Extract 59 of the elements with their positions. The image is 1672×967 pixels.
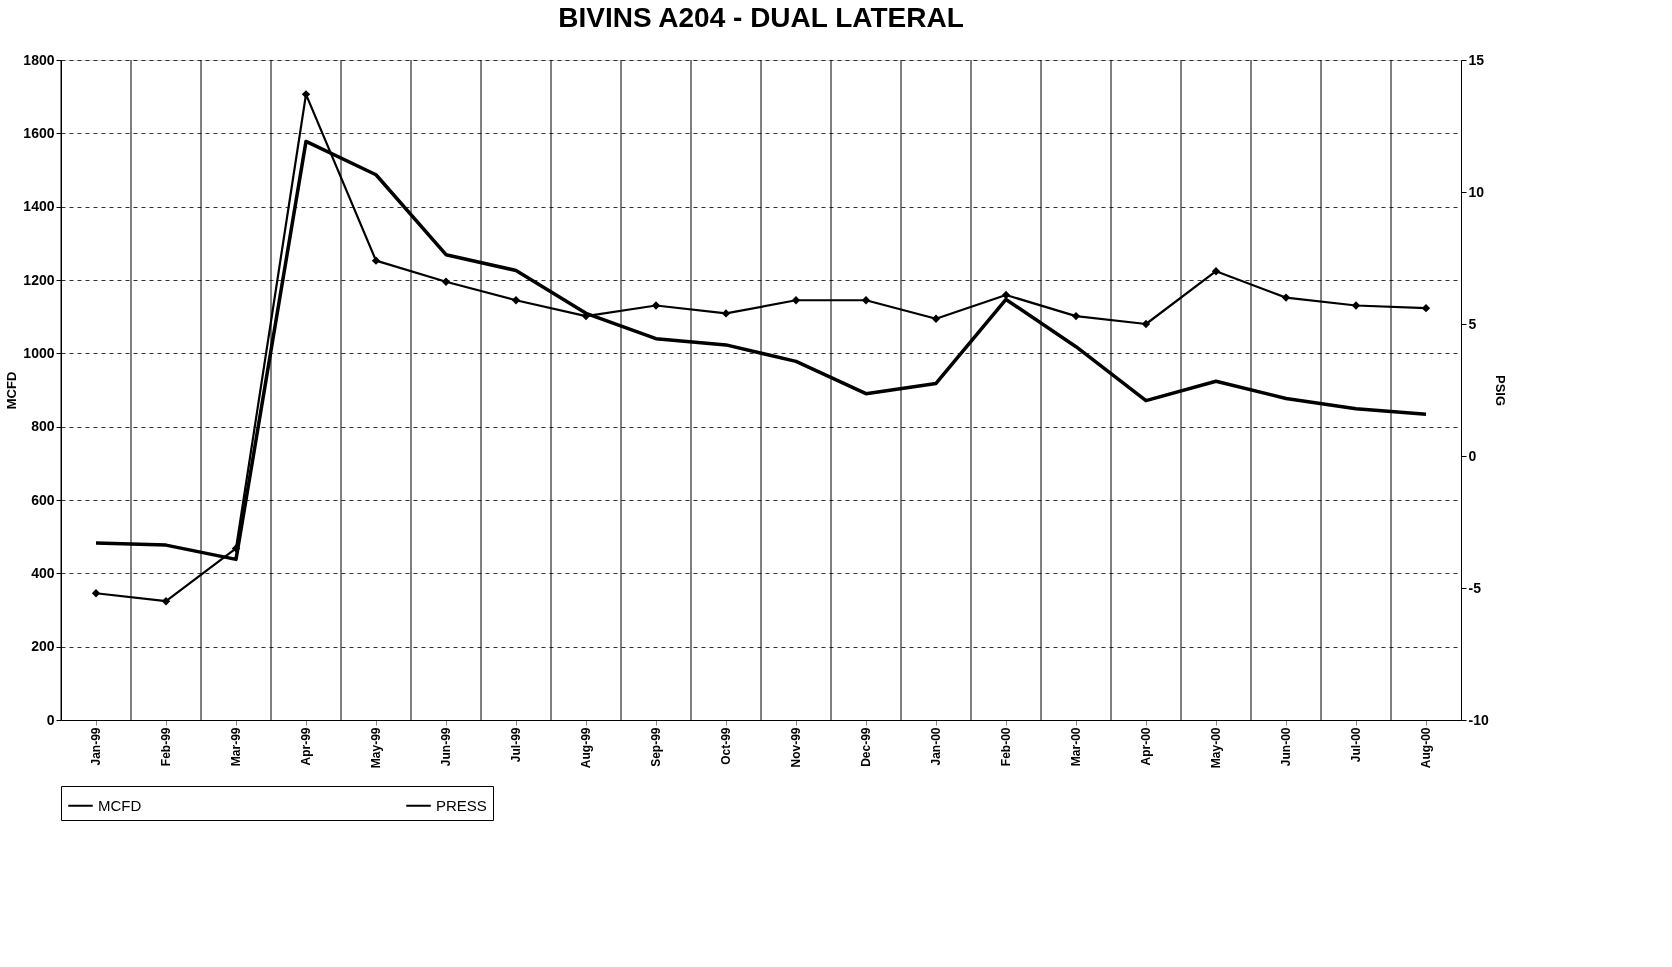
- point: [721, 309, 731, 318]
- y2-tick-label: -10: [1468, 711, 1489, 728]
- y-tick-label: 1000: [23, 344, 55, 361]
- point: [1281, 293, 1291, 302]
- x-tick-label: Sep-99: [649, 727, 663, 767]
- y2-tick-label: -5: [1468, 579, 1482, 596]
- point: [651, 301, 661, 310]
- y-axis-title: MCFD: [4, 371, 20, 410]
- x-tick-label: May-99: [369, 727, 383, 769]
- legend-label: PRESS: [436, 796, 487, 814]
- point: [1421, 303, 1431, 313]
- x-tick-label: Jan-99: [89, 727, 103, 766]
- chart-title: BIVINS A204 - DUAL LATERAL: [558, 2, 964, 33]
- x-tick-label: May-00: [1209, 727, 1223, 769]
- y-tick-label: 1600: [23, 124, 55, 141]
- y2-tick-label: 0: [1468, 447, 1477, 464]
- x-tick-label: Jun-00: [1279, 727, 1293, 767]
- x-tick-label: Apr-99: [299, 727, 313, 766]
- legend-label: MCFD: [98, 796, 142, 814]
- point: [441, 277, 451, 286]
- x-tick-label: Mar-00: [1069, 727, 1083, 767]
- x-tick-label: Mar-99: [229, 727, 243, 767]
- point: [1351, 301, 1361, 310]
- x-tick-label: Nov-99: [789, 727, 803, 768]
- point: [161, 597, 171, 606]
- x-tick-label: Jul-99: [509, 727, 523, 763]
- y-tick-label: 800: [31, 418, 55, 435]
- y-tick-label: 1400: [23, 198, 55, 215]
- point: [791, 296, 801, 305]
- y-tick-label: 600: [31, 491, 55, 508]
- point: [1141, 319, 1151, 329]
- x-tick-label: Oct-99: [719, 727, 733, 765]
- point: [371, 256, 381, 265]
- point: [861, 296, 871, 305]
- x-tick-label: Aug-00: [1419, 727, 1433, 769]
- x-tick-label: Feb-99: [159, 727, 173, 767]
- y2-tick-label: 10: [1468, 183, 1485, 200]
- x-tick-label: Dec-99: [859, 727, 873, 767]
- point: [91, 589, 101, 598]
- x-tick-label: Feb-00: [999, 727, 1013, 767]
- x-tick-label: Jan-00: [929, 727, 943, 766]
- point: [931, 314, 941, 323]
- x-tick-label: Jul-00: [1349, 727, 1363, 763]
- point: [231, 544, 241, 553]
- y2-tick-label: 15: [1468, 51, 1485, 68]
- point: [1211, 267, 1221, 276]
- point: [511, 296, 521, 305]
- x-tick-label: Jun-99: [439, 727, 453, 767]
- point: [301, 90, 311, 99]
- x-tick-label: Apr-00: [1139, 727, 1153, 766]
- y2-axis-title: PSIG: [1492, 374, 1508, 407]
- y2-tick-label: 5: [1468, 315, 1477, 332]
- y-tick-label: 0: [46, 711, 55, 728]
- y-tick-label: 400: [31, 564, 55, 581]
- point: [1071, 311, 1081, 321]
- y-tick-label: 1800: [23, 51, 55, 68]
- y-tick-label: 200: [31, 638, 55, 655]
- x-tick-label: Aug-99: [579, 727, 593, 769]
- y-tick-label: 1200: [23, 271, 55, 288]
